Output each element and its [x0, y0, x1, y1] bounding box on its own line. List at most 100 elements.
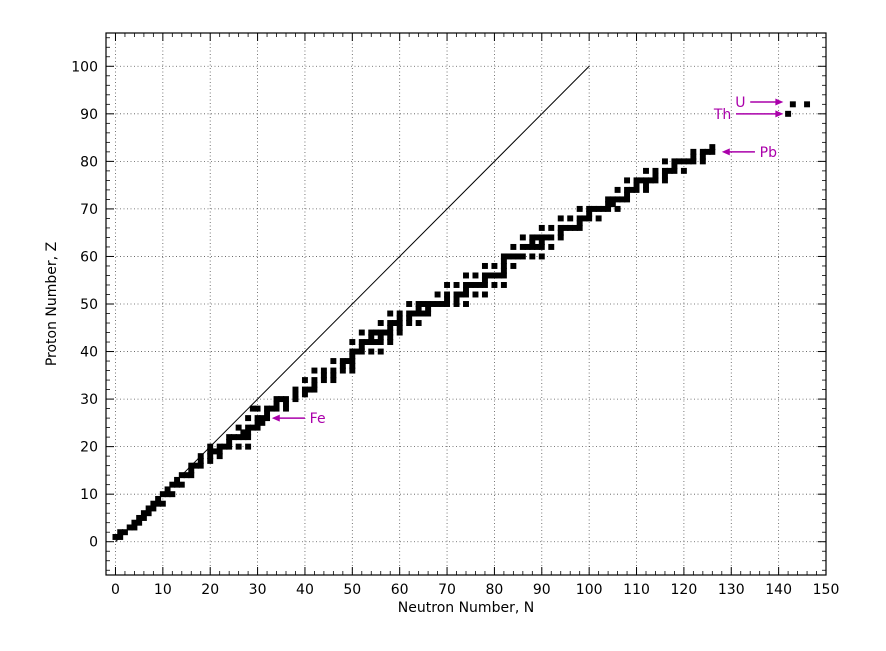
- nuclide-point: [481, 262, 488, 269]
- nuclide-point: [245, 424, 252, 431]
- y-tick-label: 30: [80, 392, 98, 408]
- nuclide-point: [183, 472, 190, 479]
- y-tick-label: 100: [71, 59, 98, 75]
- nuclide-point: [444, 301, 451, 307]
- nuclide-point: [534, 234, 541, 241]
- nuclide-point: [467, 282, 474, 288]
- reference-line-layer: [115, 65, 590, 543]
- nuclide-point: [377, 334, 384, 341]
- nuclide-point: [624, 186, 631, 193]
- nuclide-point: [112, 533, 119, 540]
- nuclide-point: [188, 472, 195, 479]
- nuclide-point: [226, 434, 233, 441]
- nuclide-point: [699, 158, 706, 165]
- nuclide-point: [330, 358, 337, 365]
- nuclide-point: [268, 405, 275, 412]
- nuclide-point: [690, 153, 697, 160]
- y-tick-label: 90: [80, 107, 98, 123]
- nuclide-point: [543, 234, 550, 241]
- nuclide-point: [685, 158, 692, 165]
- nuclide-point: [458, 291, 465, 298]
- nuclide-point: [415, 310, 422, 317]
- nuclide-point: [226, 443, 233, 450]
- nuclide-point: [425, 310, 432, 317]
- nuclide-point: [529, 253, 536, 260]
- nuclide-point: [320, 377, 327, 384]
- nuclide-point: [301, 386, 308, 393]
- nuclide-point: [500, 272, 507, 279]
- nuclide-point: [548, 224, 555, 231]
- nuclide-point: [500, 253, 507, 260]
- nuclide-point: [259, 419, 266, 426]
- nuclide-point: [349, 362, 356, 369]
- x-tick-label: 90: [533, 582, 551, 598]
- nuclide-point: [624, 177, 631, 184]
- nuclide-point: [444, 291, 451, 298]
- x-tick-label: 50: [343, 582, 361, 598]
- nuclide-point: [481, 291, 488, 298]
- nuclide-point: [140, 510, 147, 517]
- nuclide-point: [486, 272, 493, 279]
- nuclide-point: [614, 205, 621, 212]
- nuclide-point: [377, 329, 384, 336]
- nuclide-point: [396, 329, 403, 336]
- nuclide-point: [581, 215, 588, 222]
- nuclide-point: [576, 205, 583, 212]
- nuclide-point: [169, 491, 176, 498]
- nuclide-point: [245, 434, 252, 441]
- nuclide-point: [311, 386, 318, 393]
- nuclide-point: [624, 191, 631, 198]
- nuclide-point: [624, 196, 631, 203]
- nuclide-point: [652, 172, 659, 179]
- nuclide-point: [245, 443, 252, 450]
- nuclide-point: [500, 262, 507, 269]
- nuclide-point: [643, 177, 649, 184]
- nuclide-point: [647, 177, 654, 184]
- x-tick-label: 10: [154, 582, 172, 598]
- nuclide-point: [472, 291, 479, 298]
- nuclide-point: [320, 372, 327, 379]
- nuclide-point: [387, 324, 394, 331]
- nuclide-point: [169, 481, 176, 488]
- nuclide-point: [661, 172, 668, 179]
- nuclide-point: [453, 301, 460, 307]
- nuclide-point: [643, 182, 649, 189]
- nuclide-point: [690, 148, 697, 155]
- nuclide-point: [396, 320, 403, 326]
- nuclide-point: [463, 291, 469, 298]
- tick-labels: 0 10 20 30 40 50 60 70 80 90 100 110 120 130 140 150 0 10…: [71, 59, 839, 598]
- y-axis-label: Proton Number, Z: [44, 242, 60, 366]
- nuclide-point: [576, 220, 583, 227]
- nuclide-point: [538, 224, 545, 231]
- nuclide-point: [680, 158, 687, 165]
- nuclide-point: [131, 519, 138, 526]
- nuclide-point: [633, 182, 640, 189]
- nuclide-point: [614, 196, 621, 203]
- nuclide-point: [330, 372, 337, 379]
- nuclide-point: [301, 377, 308, 384]
- nuclide-point: [339, 362, 346, 369]
- nuclide-point: [605, 205, 612, 212]
- nuclide-point: [500, 258, 507, 265]
- nuclide-point: [633, 186, 640, 193]
- nuclide-point: [174, 481, 181, 488]
- nuclide-point: [377, 320, 384, 326]
- nuclide-point: [576, 215, 583, 222]
- nuclide-point: [548, 243, 555, 250]
- nuclide-point: [396, 324, 403, 331]
- nuclide-point: [235, 443, 242, 450]
- nuclide-point: [804, 101, 811, 108]
- nuclide-point: [406, 310, 413, 317]
- nuclide-point: [382, 329, 389, 336]
- nuclide-point: [363, 339, 370, 346]
- nuclide-points: [112, 101, 811, 540]
- nuclide-point: [666, 167, 673, 174]
- nuclide-point: [538, 234, 545, 241]
- y-tick-label: 0: [89, 535, 98, 551]
- nuclide-point: [586, 210, 593, 217]
- nuclide-point: [519, 253, 526, 260]
- nuclide-point: [434, 301, 441, 307]
- nuclide-point: [264, 405, 271, 412]
- nuclide-point: [330, 367, 337, 374]
